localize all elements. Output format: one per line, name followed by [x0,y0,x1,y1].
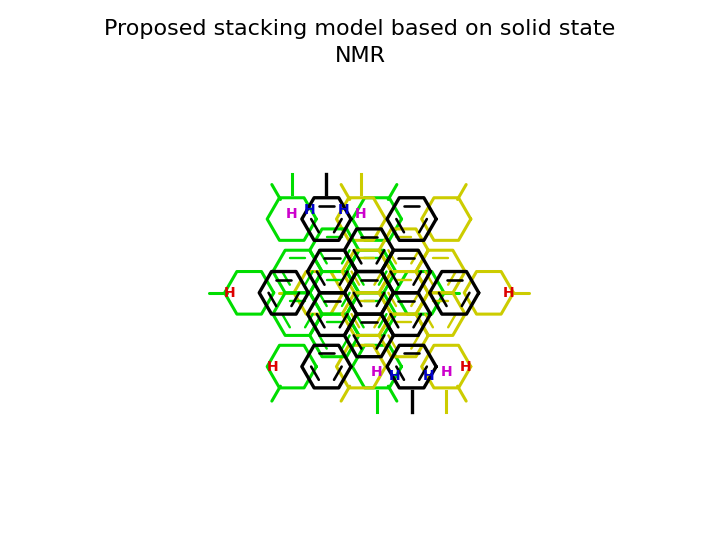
Text: H: H [355,207,367,221]
Text: NMR: NMR [335,46,385,66]
Text: H: H [441,364,452,379]
Text: H: H [423,369,435,383]
Text: H: H [338,202,349,217]
Text: H: H [303,202,315,217]
Text: H: H [224,286,235,300]
Text: H: H [460,360,472,374]
Text: H: H [286,207,297,221]
Text: Proposed stacking model based on solid state: Proposed stacking model based on solid s… [104,19,616,39]
Text: H: H [389,369,400,383]
Text: H: H [503,286,514,300]
Text: H: H [371,364,383,379]
Text: H: H [266,360,278,374]
